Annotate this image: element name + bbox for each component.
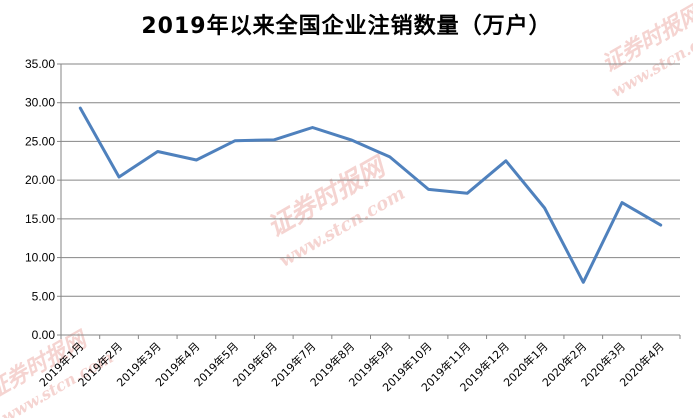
y-tick-label: 35.00 — [25, 57, 55, 71]
series-layer — [78, 106, 663, 284]
series-line — [78, 106, 663, 284]
y-tick-label: 30.00 — [25, 96, 55, 110]
chart-title: 2019年以来全国企业注销数量（万户） — [141, 14, 552, 39]
y-tick-label: 0.00 — [32, 328, 56, 342]
y-tick-label: 25.00 — [25, 134, 55, 148]
y-tick-label: 20.00 — [25, 173, 55, 187]
y-tick-label: 5.00 — [32, 289, 56, 303]
y-axis-ticks: 0.00 5.00 10.00 15.00 20.00 25.00 30.00 35.00 — [25, 57, 61, 342]
y-tick-label: 10.00 — [25, 251, 55, 265]
gridlines — [61, 63, 680, 297]
x-axis-ticks: 2019年1月2019年2月2019年3月2019年4月2019年5月2019年… — [36, 335, 681, 394]
y-tick-label: 15.00 — [25, 212, 55, 226]
